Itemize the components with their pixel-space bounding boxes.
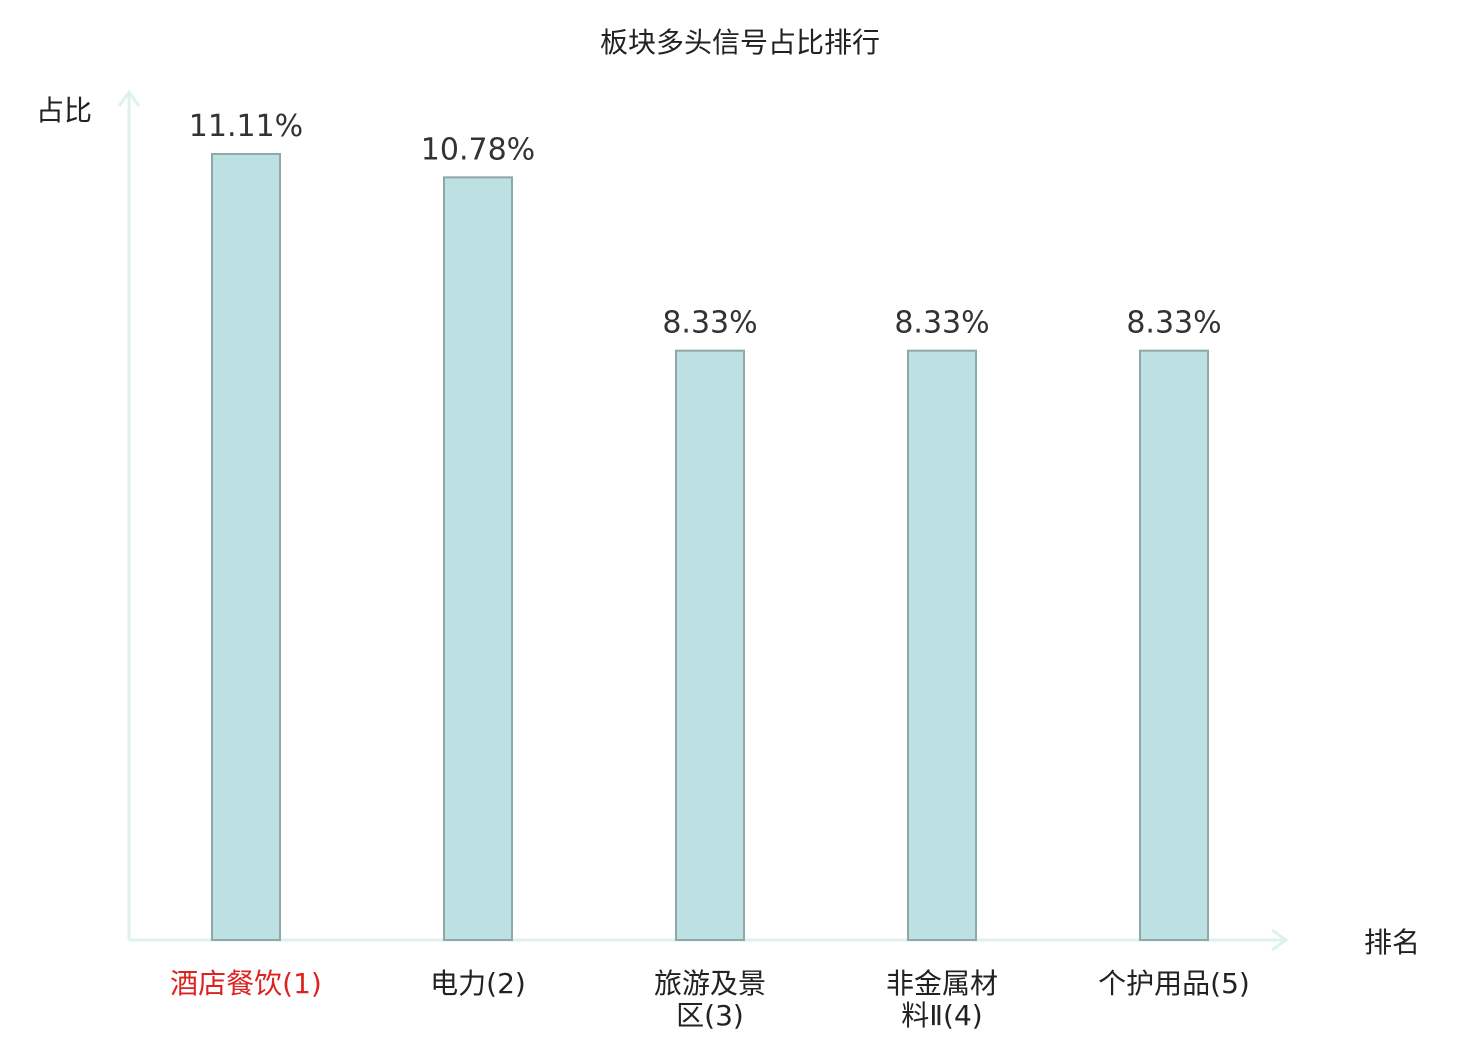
bar-2 [443,176,513,941]
bar-4 [907,349,977,941]
value-label-4: 8.33% [894,306,989,341]
category-label-line: 个护用品(5) [1098,967,1250,1000]
value-label-5: 8.33% [1126,306,1221,341]
category-label-line: 料Ⅱ(4) [901,999,982,1032]
category-label-4: 非金属材料Ⅱ(4) [886,967,998,1032]
category-label-line: 旅游及景 [654,967,766,1000]
value-label-2: 10.78% [421,132,535,167]
bar-3 [675,349,745,941]
x-axis-label: 排名 [1364,926,1420,959]
category-label-line: 非金属材 [886,967,998,1000]
category-label-1: 酒店餐饮(1) [170,967,322,1000]
chart-title: 板块多头信号占比排行 [600,26,880,59]
bar-1 [211,153,281,941]
category-label-2: 电力(2) [430,967,526,1000]
category-label-3: 旅游及景区(3) [654,967,766,1032]
category-label-line: 区(3) [676,999,744,1032]
value-label-1: 11.11% [189,109,303,144]
value-label-3: 8.33% [662,306,757,341]
value-labels: 11.11% 10.78% 8.33% 8.33% 8.33% [189,109,1222,341]
category-label-5: 个护用品(5) [1098,967,1250,1000]
y-axis-label: 占比 [36,94,92,127]
y-axis-arrow [117,89,141,107]
category-label-line: 酒店餐饮(1) [170,967,322,1000]
x-axis-arrow [1271,928,1289,952]
bar-5 [1139,349,1209,941]
category-labels: 酒店餐饮(1) 电力(2) 旅游及景区(3) 非金属材料Ⅱ(4) 个护用品(5) [170,967,1250,1032]
bars [211,153,1209,941]
category-label-line: 电力(2) [430,967,526,1000]
